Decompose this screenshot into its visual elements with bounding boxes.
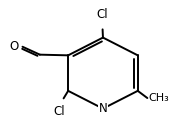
Text: N: N: [99, 102, 107, 115]
Text: Cl: Cl: [96, 8, 108, 21]
Text: O: O: [10, 40, 19, 53]
Text: CH₃: CH₃: [148, 93, 169, 103]
Text: Cl: Cl: [53, 105, 65, 118]
